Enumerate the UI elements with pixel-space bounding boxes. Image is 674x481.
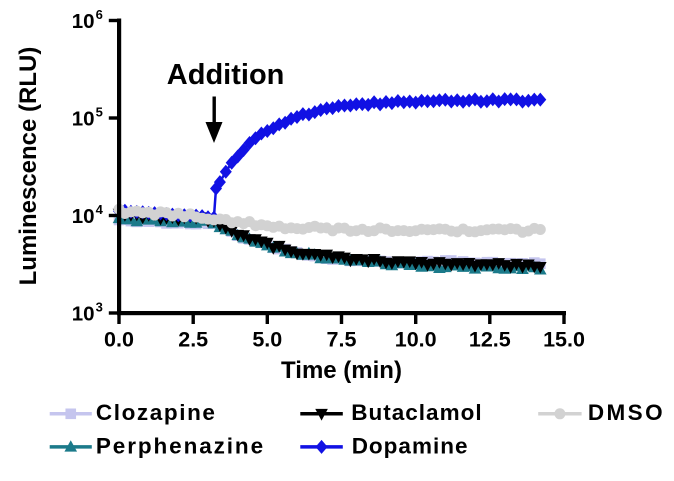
svg-text:10.0: 10.0 [395,328,437,352]
svg-text:10: 10 [72,205,95,228]
svg-text:10: 10 [72,302,95,325]
svg-text:5.0: 5.0 [252,328,282,352]
svg-text:3: 3 [96,300,103,315]
svg-text:12.5: 12.5 [469,328,511,352]
svg-text:Addition: Addition [167,59,285,91]
svg-text:4: 4 [96,202,104,217]
svg-text:10: 10 [72,107,95,130]
svg-text:2.5: 2.5 [178,328,208,352]
svg-text:DMSO: DMSO [588,400,665,425]
svg-text:10: 10 [72,10,95,33]
svg-text:0.0: 0.0 [104,328,134,352]
svg-text:Clozapine: Clozapine [96,400,217,425]
svg-text:6: 6 [96,7,103,22]
svg-text:Luminescence (RLU): Luminescence (RLU) [15,47,42,286]
svg-text:Dopamine: Dopamine [352,433,469,458]
svg-text:15.0: 15.0 [543,328,585,352]
svg-text:Perphenazine: Perphenazine [96,433,265,458]
svg-text:5: 5 [96,105,103,120]
svg-text:Butaclamol: Butaclamol [351,400,482,425]
svg-text:7.5: 7.5 [327,328,357,352]
svg-text:Time (min): Time (min) [281,357,402,384]
